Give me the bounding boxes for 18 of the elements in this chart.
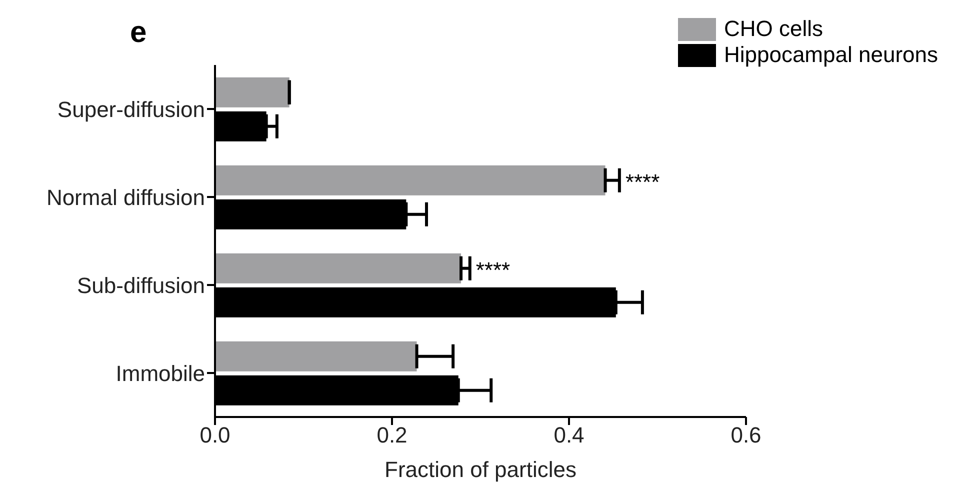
annotation: **** xyxy=(476,257,511,282)
annotation: **** xyxy=(625,169,660,194)
bar xyxy=(215,77,290,108)
y-tick-label: Immobile xyxy=(116,360,205,386)
chart-title: e xyxy=(130,16,147,50)
y-tick-label: Normal diffusion xyxy=(46,184,205,210)
x-tick-label: 0.4 xyxy=(554,422,584,448)
y-tick-label: Super-diffusion xyxy=(57,96,205,122)
bar xyxy=(215,253,462,284)
bar xyxy=(215,341,417,372)
y-tick-label: Sub-diffusion xyxy=(76,272,205,298)
x-tick-label: 0.0 xyxy=(200,422,230,448)
legend-label: Hippocampal neurons xyxy=(724,42,938,68)
legend-label: CHO cells xyxy=(724,16,823,42)
bar xyxy=(215,165,606,196)
x-tick-label: 0.6 xyxy=(730,422,762,448)
x-tick-label: 0.2 xyxy=(376,422,408,448)
x-axis-title: Fraction of particles xyxy=(384,457,576,482)
